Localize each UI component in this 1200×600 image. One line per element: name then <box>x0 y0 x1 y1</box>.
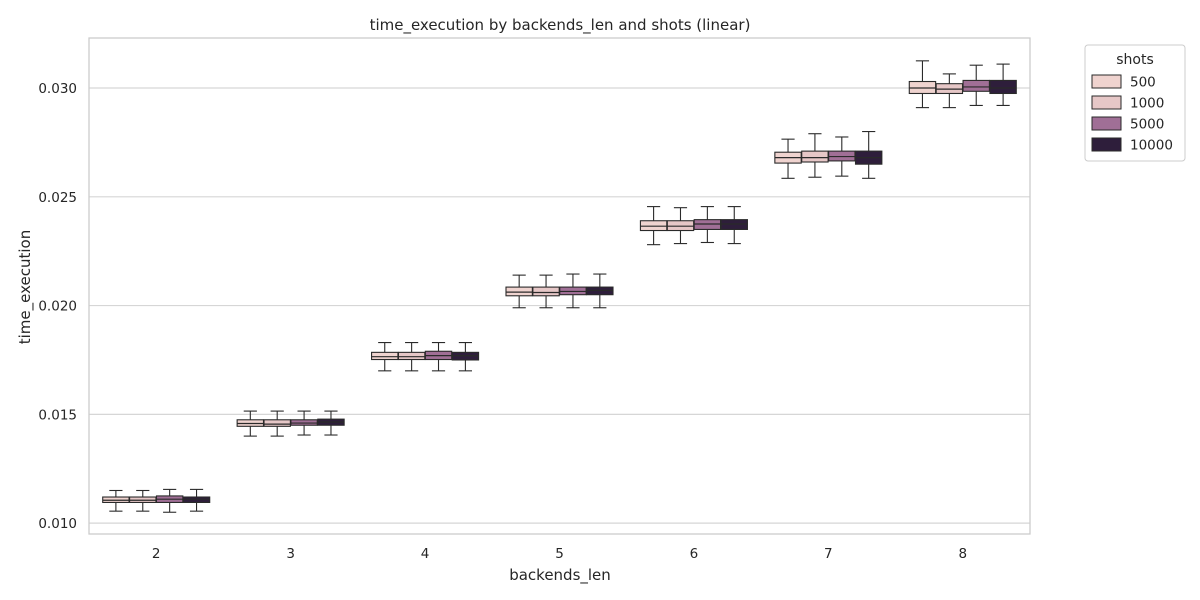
box-body <box>801 150 829 163</box>
box-5000-8 <box>962 64 990 106</box>
box-5000-5 <box>559 273 587 309</box>
y-tick-label: 0.015 <box>38 407 77 423</box>
box-500-2 <box>102 489 130 512</box>
y-axis-label: time_execution <box>16 230 35 345</box>
box-1000-2 <box>129 489 157 512</box>
x-tick-label: 2 <box>152 546 161 562</box>
legend-entry-label: 10000 <box>1130 138 1173 154</box>
x-tick-label: 3 <box>286 546 295 562</box>
chart-title: time_execution by backends_len and shots… <box>370 16 751 35</box>
box-body <box>371 351 399 361</box>
box-body <box>962 79 990 92</box>
x-tick-label: 7 <box>824 546 833 562</box>
legend-swatch <box>1091 137 1122 152</box>
x-tick-label: 4 <box>421 546 430 562</box>
box-5000-4 <box>424 342 453 372</box>
box-500-4 <box>371 342 399 372</box>
x-axis-label: backends_len <box>509 566 611 585</box>
box-10000-8 <box>989 63 1017 106</box>
box-1000-8 <box>935 73 964 109</box>
y-tick-label: 0.020 <box>38 299 77 315</box>
legend-swatch <box>1091 95 1122 110</box>
box-1000-5 <box>532 274 560 309</box>
box-5000-7 <box>828 136 856 177</box>
y-tick-label: 0.030 <box>38 81 77 97</box>
box-500-5 <box>505 274 533 309</box>
box-1000-6 <box>666 207 695 245</box>
legend-entry-label: 1000 <box>1130 96 1164 112</box>
box-1000-4 <box>397 342 426 372</box>
box-body <box>532 286 560 297</box>
legend-entry-label: 5000 <box>1130 117 1164 133</box>
x-tick-label: 5 <box>555 546 564 562</box>
box-body <box>505 286 533 297</box>
box-10000-3 <box>317 410 345 436</box>
legend-frame <box>1084 44 1186 162</box>
box-10000-6 <box>720 206 748 245</box>
x-tick-label: 8 <box>958 546 967 562</box>
legend-swatch <box>1091 74 1122 89</box>
box-1000-7 <box>801 133 829 178</box>
y-axis-ticks: 0.010 0.015 0.020 0.025 0.030 <box>38 81 77 532</box>
x-axis-ticks: 2 3 4 5 6 7 8 <box>152 546 967 562</box>
legend: shots 500 1000 5000 10000 <box>1084 44 1186 162</box>
box-plot-series <box>102 60 1017 513</box>
box-body <box>263 419 291 427</box>
y-tick-label: 0.010 <box>38 516 77 532</box>
box-500-7 <box>774 138 802 179</box>
legend-title: shots <box>1116 52 1154 68</box>
box-10000-5 <box>586 273 614 309</box>
box-body <box>397 351 426 361</box>
plot-frame <box>88 37 1031 535</box>
y-tick-label: 0.025 <box>38 190 77 206</box>
legend-entry-label: 500 <box>1130 75 1156 91</box>
box-5000-6 <box>693 206 722 244</box>
box-500-6 <box>639 206 668 246</box>
legend-swatch <box>1091 116 1122 131</box>
box-10000-7 <box>854 130 883 179</box>
box-10000-4 <box>451 342 480 372</box>
x-tick-label: 6 <box>690 546 699 562</box>
box-500-8 <box>908 60 937 109</box>
box-body <box>989 79 1017 95</box>
box-10000-2 <box>182 488 211 512</box>
grid-lines <box>89 87 1030 524</box>
box-5000-2 <box>155 488 184 513</box>
